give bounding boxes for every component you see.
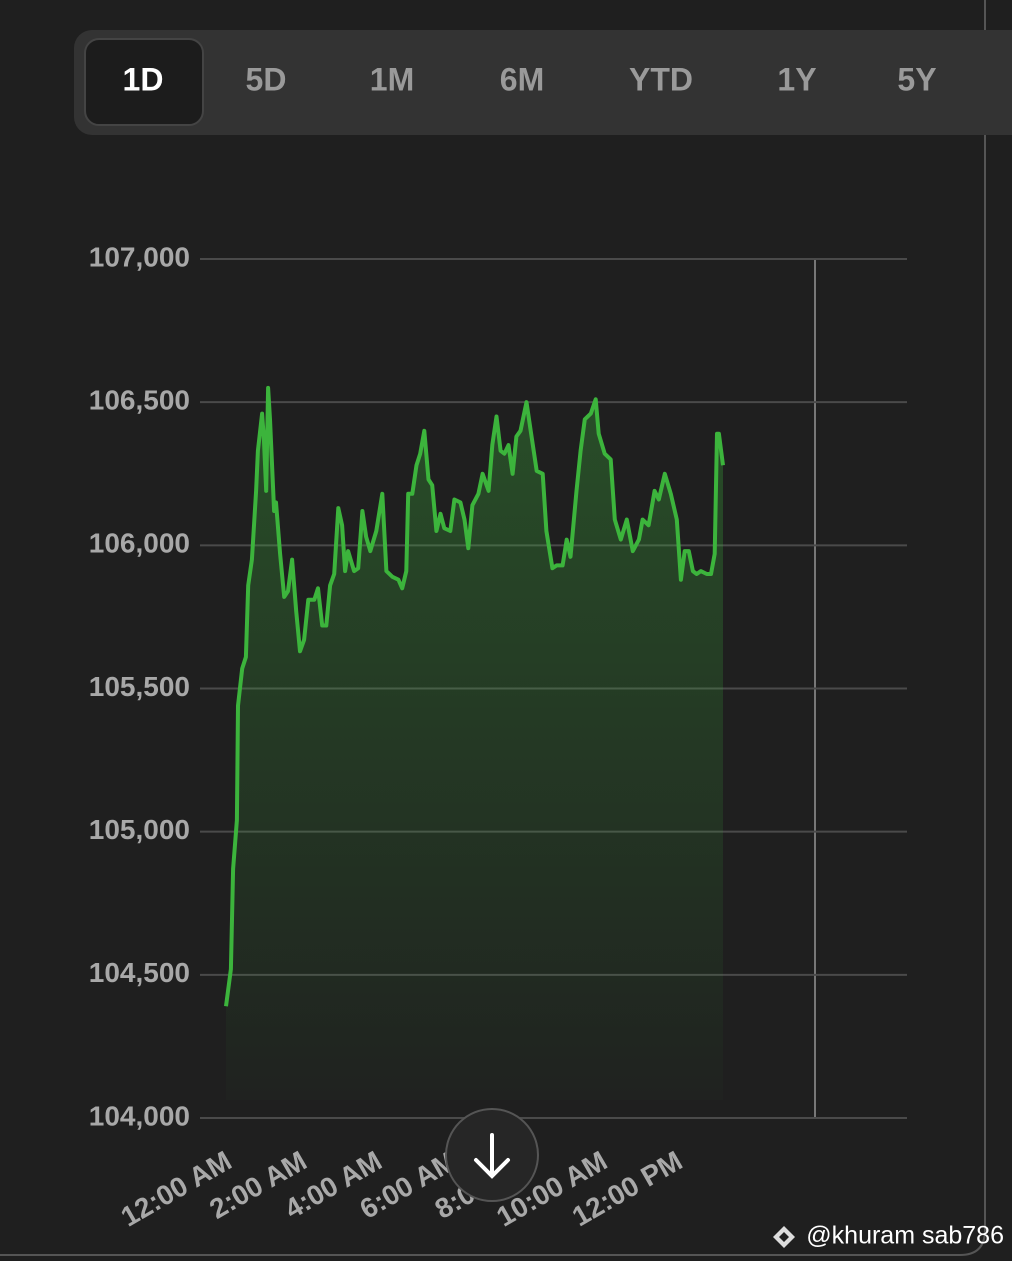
- tab-selected-bg: [84, 38, 204, 126]
- tab[interactable]: YTD: [629, 61, 693, 97]
- area: [226, 387, 723, 1100]
- y-tick-label: 105,000: [89, 814, 190, 845]
- tab[interactable]: 1D: [123, 61, 164, 97]
- tab[interactable]: 1Y: [777, 61, 816, 97]
- tab[interactable]: 1M: [370, 61, 414, 97]
- tab[interactable]: 6M: [500, 61, 544, 97]
- watermark: @khuram sab786: [806, 1222, 1004, 1250]
- tab[interactable]: 5Y: [897, 61, 936, 97]
- y-tick-label: 106,500: [89, 385, 190, 416]
- y-tick-label: 104,500: [89, 957, 190, 988]
- y-tick-label: 105,500: [89, 671, 190, 702]
- down-arrow-icon[interactable]: [474, 1133, 510, 1179]
- tab-bar: [74, 30, 1012, 135]
- panel-border: [0, 0, 986, 1256]
- tab[interactable]: 5D: [246, 61, 287, 97]
- y-tick-label: 107,000: [89, 241, 190, 272]
- y-tick-label: 106,000: [89, 528, 190, 559]
- price-line: [224, 385, 725, 1007]
- y-tick-label: 104,000: [89, 1100, 190, 1131]
- watermark-icon: [773, 1226, 795, 1248]
- scroll-button[interactable]: [445, 1108, 539, 1202]
